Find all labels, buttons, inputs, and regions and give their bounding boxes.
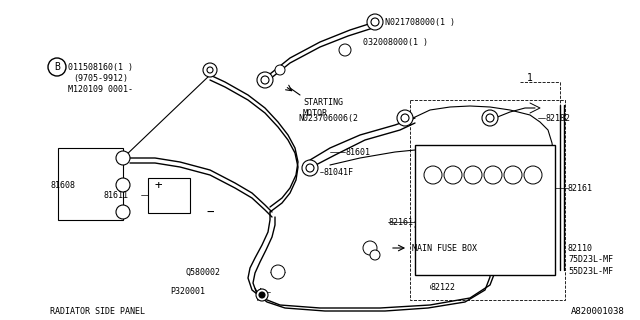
Circle shape [275,65,285,75]
Circle shape [504,166,522,184]
Text: M120109 0001-: M120109 0001- [68,84,133,93]
Circle shape [464,166,482,184]
Text: 81601: 81601 [345,148,370,156]
Circle shape [482,110,498,126]
Circle shape [401,114,409,122]
Text: 82182: 82182 [545,114,570,123]
Circle shape [203,63,217,77]
Circle shape [524,166,542,184]
Circle shape [259,292,265,298]
Text: 1: 1 [527,73,533,83]
Text: −: − [206,205,214,219]
Bar [58,148,123,220]
Text: P320001: P320001 [170,287,205,297]
Text: 82122: 82122 [430,284,455,292]
Text: 75D23L-MF: 75D23L-MF [568,255,613,265]
Circle shape [370,250,380,260]
Bar [410,100,565,300]
Circle shape [116,205,130,219]
Text: 82161: 82161 [568,183,593,193]
Circle shape [363,241,377,255]
Text: 032008000(1 ): 032008000(1 ) [363,37,428,46]
Circle shape [48,58,66,76]
Bar [415,145,555,275]
Text: STARTING: STARTING [303,98,343,107]
Text: RADIATOR SIDE PANEL: RADIATOR SIDE PANEL [50,308,145,316]
Bar [148,178,190,213]
Text: N021708000(1 ): N021708000(1 ) [385,18,455,27]
Circle shape [486,114,494,122]
Text: MAIN FUSE BOX: MAIN FUSE BOX [412,244,477,252]
Circle shape [256,289,268,301]
Circle shape [484,166,502,184]
Circle shape [257,72,273,88]
Circle shape [339,44,351,56]
Circle shape [207,67,213,73]
Text: A820001038: A820001038 [572,308,625,316]
Text: 82110: 82110 [568,244,593,252]
Circle shape [397,110,413,126]
Text: (9705-9912): (9705-9912) [73,74,128,83]
Circle shape [371,18,379,26]
Circle shape [444,166,462,184]
Circle shape [367,14,383,30]
Text: 82161: 82161 [388,218,413,227]
Text: 011508160(1 ): 011508160(1 ) [68,62,133,71]
Text: 81608: 81608 [50,180,75,189]
Circle shape [424,166,442,184]
Circle shape [116,151,130,165]
Circle shape [302,160,318,176]
Text: Q580002: Q580002 [185,268,220,276]
Circle shape [116,178,130,192]
Text: +: + [154,179,162,191]
Text: 81041F: 81041F [323,167,353,177]
Text: N023706006(2: N023706006(2 [298,114,358,123]
Text: B: B [54,62,60,72]
Circle shape [261,76,269,84]
Text: 55D23L-MF: 55D23L-MF [568,268,613,276]
Text: MOTOR: MOTOR [303,108,328,117]
Text: 81611: 81611 [103,190,128,199]
Circle shape [306,164,314,172]
Circle shape [271,265,285,279]
